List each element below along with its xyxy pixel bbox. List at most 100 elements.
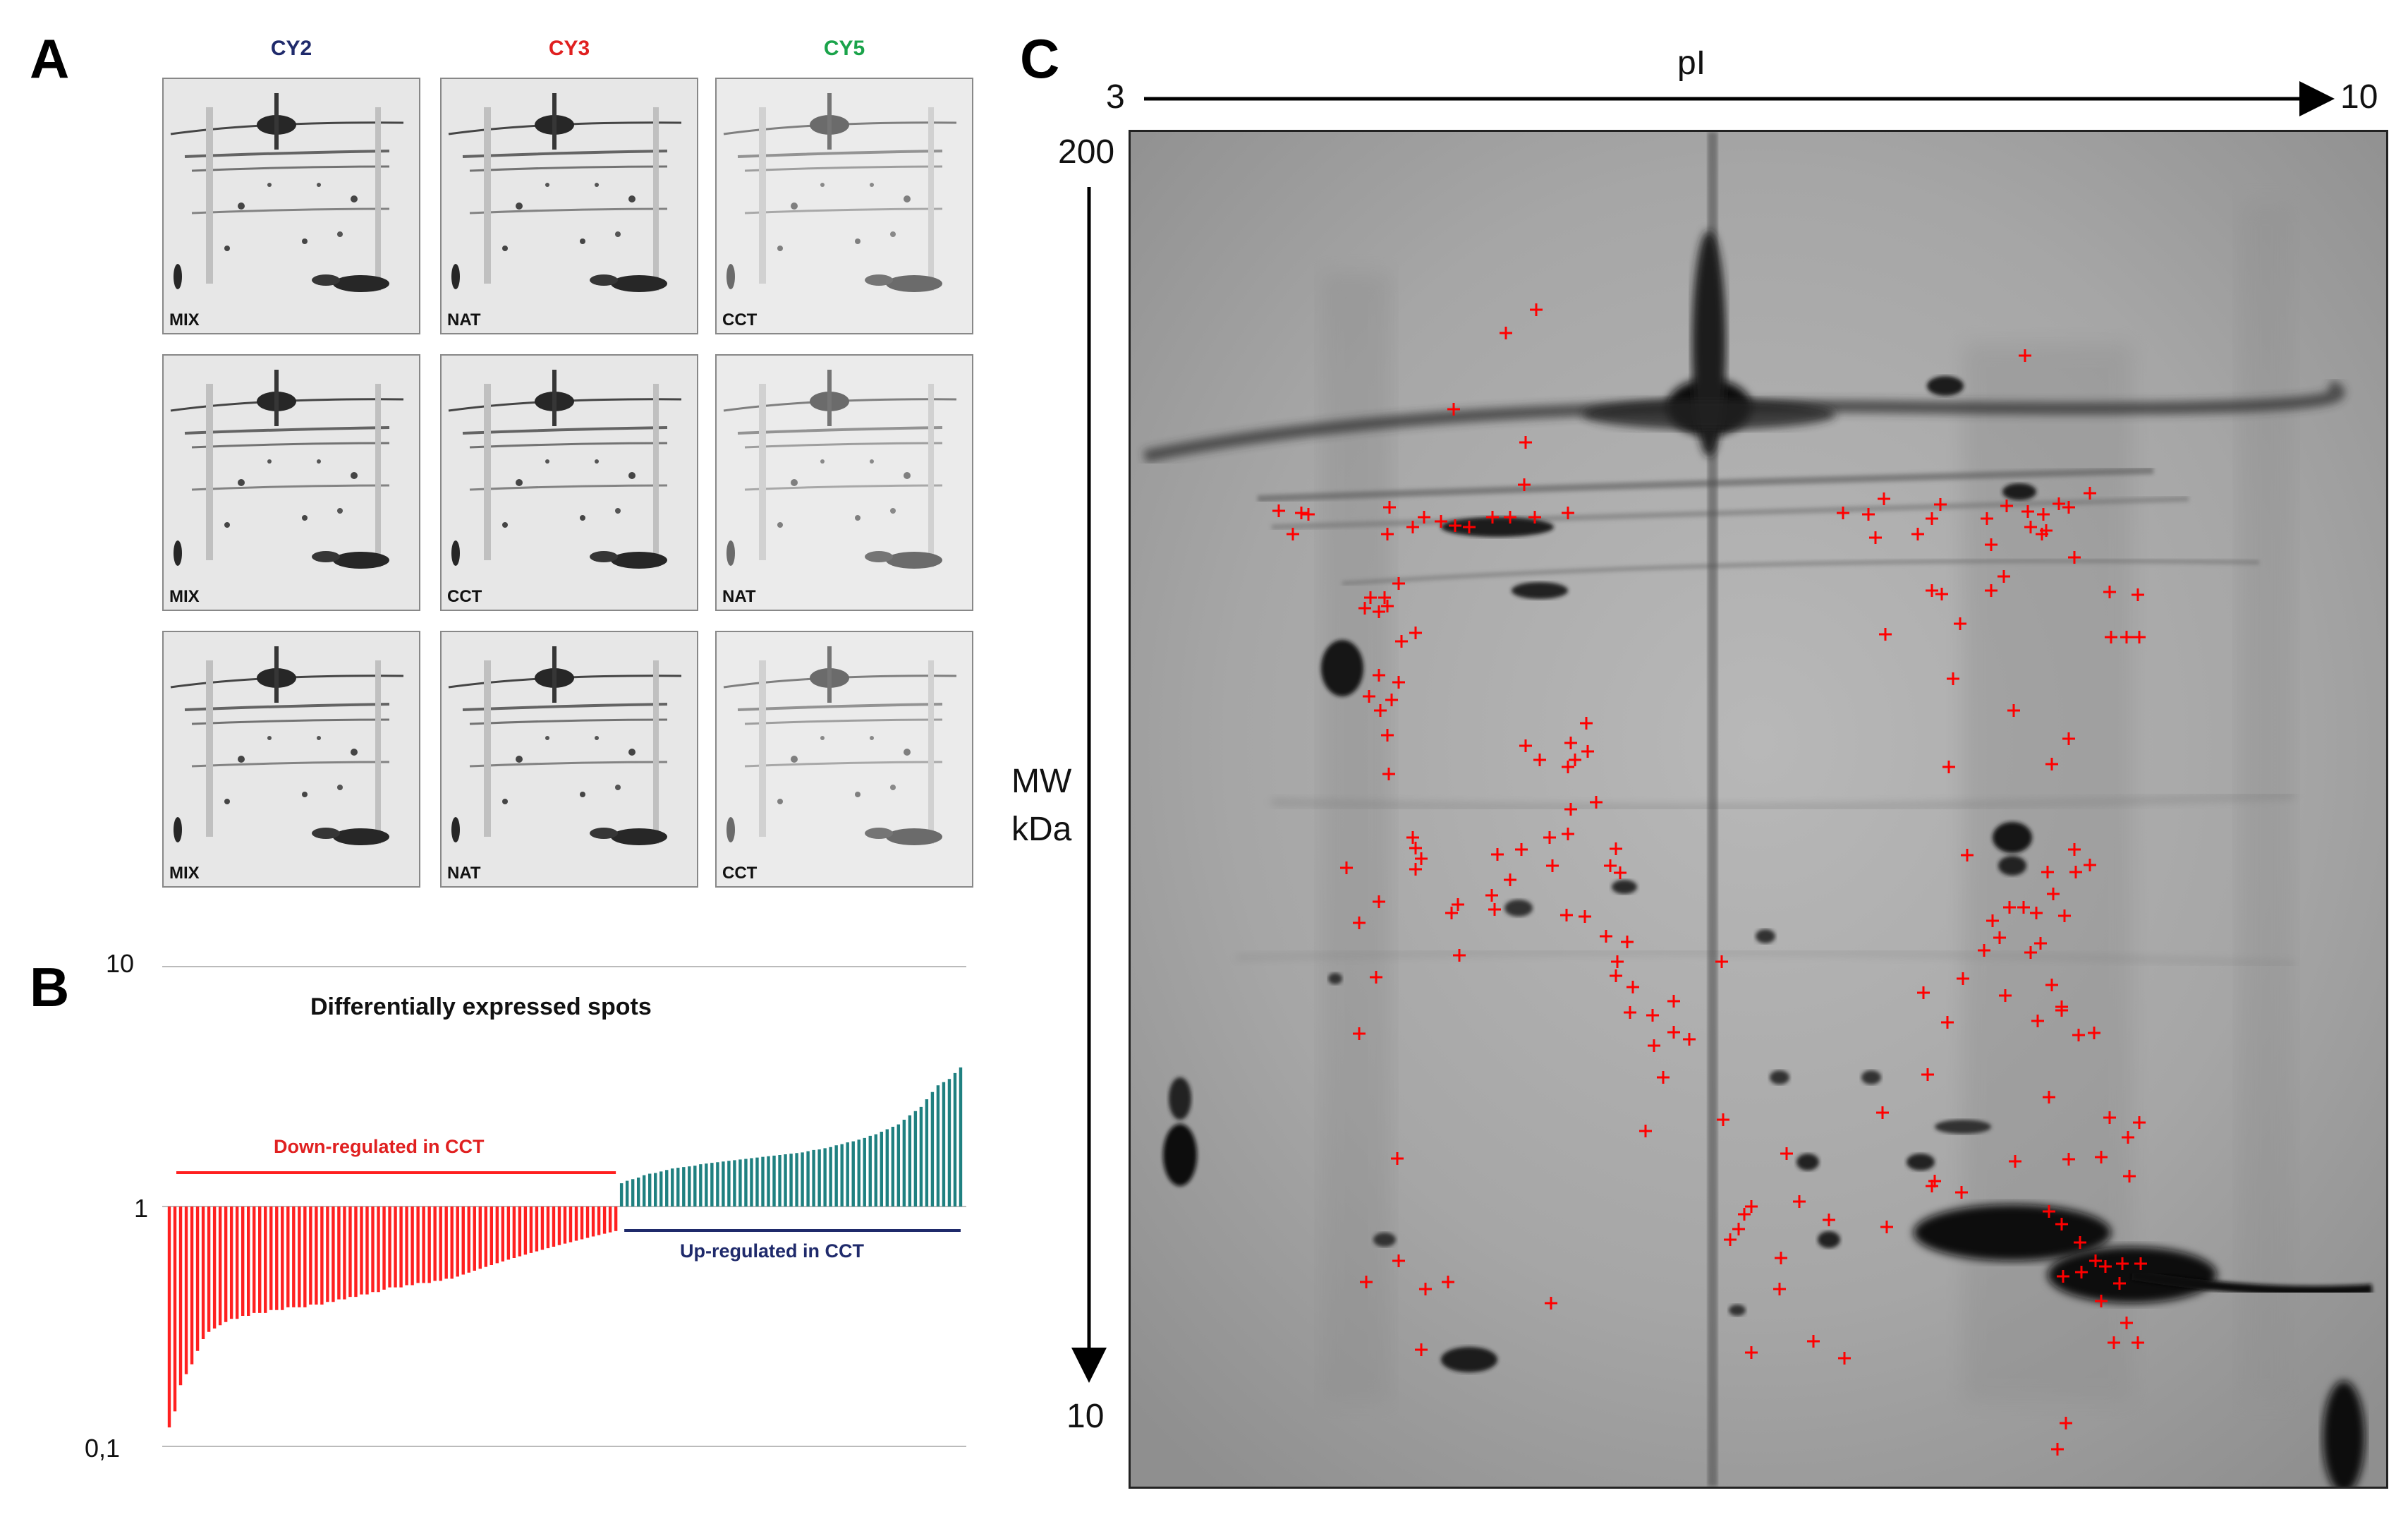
spot-marker xyxy=(1381,600,1394,612)
spot-marker xyxy=(1463,521,1476,533)
spot-marker xyxy=(1504,511,1516,524)
spot-marker xyxy=(1648,1039,1660,1052)
spot-marker xyxy=(1360,1276,1373,1288)
spot-marker xyxy=(1385,694,1398,706)
y-tick-label: 1 xyxy=(134,1194,149,1223)
spot-marker xyxy=(1978,944,1990,957)
spot-marker xyxy=(1775,1252,1787,1264)
spot-marker xyxy=(2009,1155,2021,1168)
spot-marker xyxy=(1954,617,1966,630)
gel-thumbnail: NAT xyxy=(440,78,698,334)
spot-marker xyxy=(2113,1277,2126,1290)
spot-marker xyxy=(1610,969,1622,982)
spot-marker xyxy=(1381,528,1394,540)
spot-marker xyxy=(1738,1208,1751,1221)
spot-marker xyxy=(1604,859,1617,872)
spot-marker xyxy=(2024,521,2037,533)
spot-marker xyxy=(1392,1254,1405,1267)
spot-marker xyxy=(1926,584,1938,597)
spot-marker xyxy=(2045,979,2058,991)
spot-marker xyxy=(1447,403,1460,416)
spot-marker xyxy=(1452,898,1464,911)
spot-marker xyxy=(1999,989,2012,1002)
mw-bottom-label: 10 xyxy=(1066,1398,1105,1435)
spot-marker xyxy=(1955,1186,1968,1199)
spot-marker xyxy=(1528,511,1541,524)
spot-marker xyxy=(2116,1257,2129,1270)
spot-marker xyxy=(1295,507,1308,519)
spot-marker xyxy=(1921,1068,1934,1081)
spot-markers xyxy=(1272,303,2147,1456)
spot-marker xyxy=(2075,1266,2088,1278)
gel-thumbnail: CCT xyxy=(440,354,698,611)
spot-marker xyxy=(1838,1352,1851,1365)
spot-marker xyxy=(1518,478,1531,491)
spot-marker xyxy=(1780,1147,1793,1160)
pi-left-label: 3 xyxy=(1106,78,1125,116)
spot-marker xyxy=(1961,849,1974,861)
channel-header-cy2: CY2 xyxy=(270,37,312,60)
spot-marker xyxy=(2132,588,2144,601)
spot-marker xyxy=(1485,889,1498,902)
spot-marker xyxy=(1639,1125,1652,1137)
spot-marker xyxy=(2133,1116,2146,1129)
spot-marker xyxy=(2007,704,2020,717)
spot-marker xyxy=(2062,501,2075,514)
spot-marker xyxy=(1917,986,1930,999)
spot-marker xyxy=(2120,1317,2133,1329)
gel-thumbnail: NAT xyxy=(715,354,973,611)
spot-marker xyxy=(1488,903,1501,916)
gel-thumbnail: MIX xyxy=(162,78,420,334)
spot-marker xyxy=(2074,1236,2086,1249)
spot-marker xyxy=(1272,504,1285,517)
spot-marker xyxy=(2108,1336,2120,1349)
spot-marker xyxy=(1453,949,1466,962)
spot-marker xyxy=(1732,1223,1745,1235)
spot-marker xyxy=(1580,717,1593,730)
spot-marker xyxy=(1418,511,1430,524)
spot-marker xyxy=(2120,631,2133,643)
spot-marker xyxy=(1581,745,1594,758)
spot-marker xyxy=(2123,1170,2136,1183)
spot-marker xyxy=(2051,1443,2064,1456)
spot-marker xyxy=(1928,1175,1941,1187)
spot-marker xyxy=(1519,436,1532,449)
spot-marker xyxy=(1610,842,1622,855)
spot-marker xyxy=(2041,866,2054,878)
channel-header-cy5: CY5 xyxy=(823,37,865,60)
spot-marker xyxy=(2043,1205,2055,1218)
spot-marker xyxy=(2134,1257,2147,1270)
spot-marker xyxy=(1717,1113,1729,1126)
spot-marker xyxy=(1667,995,1680,1008)
panel-c-letter: C xyxy=(1020,28,1060,90)
gel-thumbnail-label: CCT xyxy=(722,864,758,883)
spot-marker xyxy=(1600,930,1612,943)
gel-thumbnail: NAT xyxy=(440,631,698,888)
spot-marker xyxy=(1370,971,1382,984)
spot-marker xyxy=(1409,627,1422,639)
spot-marker xyxy=(2088,1027,2100,1039)
spot-marker xyxy=(2084,859,2096,871)
gel-thumbnail-label: NAT xyxy=(447,310,481,329)
spot-marker xyxy=(1500,327,1512,339)
spot-marker xyxy=(1683,1033,1696,1046)
y-tick-label: 0,1 xyxy=(85,1434,121,1463)
spot-marker xyxy=(1546,859,1559,872)
spot-marker xyxy=(2069,866,2082,878)
spot-marker xyxy=(1869,531,1882,544)
spot-marker xyxy=(1449,519,1461,532)
up-regulated-label: Up-regulated in CCT xyxy=(680,1240,864,1262)
spot-marker xyxy=(1993,931,2006,944)
gel-thumbnail-label: MIX xyxy=(169,310,200,329)
spot-marker xyxy=(1879,628,1892,641)
spot-marker xyxy=(1997,570,2010,583)
mw-axis-label: MW xyxy=(1011,763,1072,800)
kda-axis-label: kDa xyxy=(1011,811,1072,848)
spot-marker xyxy=(2031,1015,2044,1027)
spot-marker xyxy=(1878,492,1890,505)
spot-marker xyxy=(1957,972,1969,985)
spot-marker xyxy=(1302,508,1315,521)
spot-marker xyxy=(1579,910,1591,923)
gel-thumbnail: CCT xyxy=(715,78,973,334)
spot-marker xyxy=(2095,1151,2108,1163)
